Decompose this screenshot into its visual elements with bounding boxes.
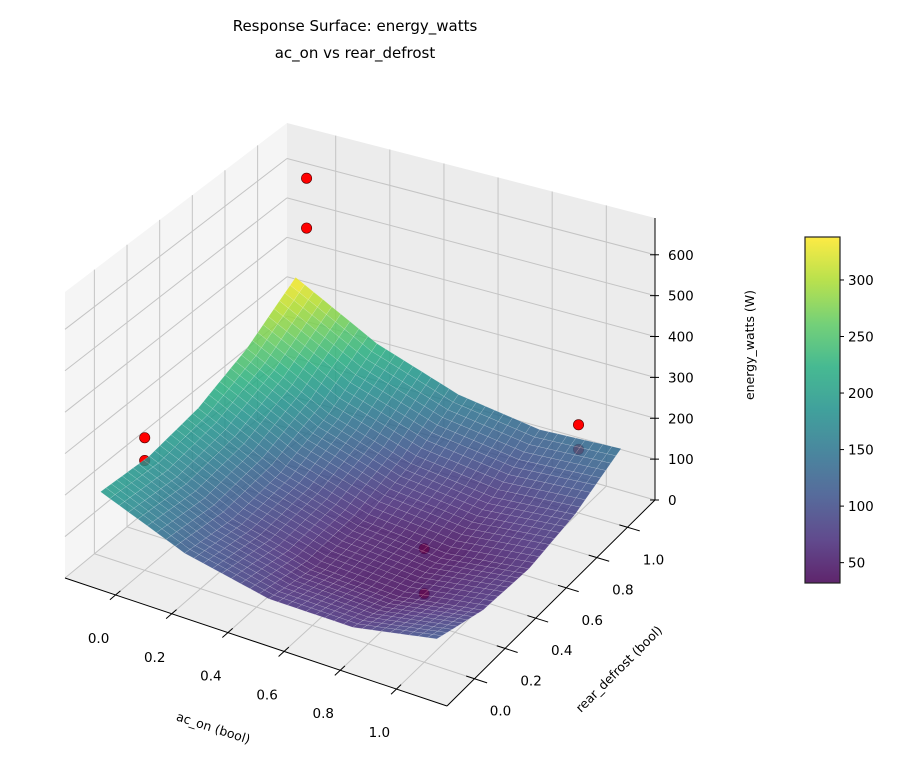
back-gridline-z: [286, 157, 656, 256]
x-tick-label: 0.8: [313, 706, 334, 722]
back-gridline-z: [286, 276, 656, 378]
y-tick-label: 0.8: [612, 583, 633, 599]
z-tick-label: 100: [668, 452, 694, 468]
colorbar-tick-label: 50: [848, 556, 865, 572]
x-tick-mark: [278, 646, 290, 657]
left-gridline-z: [64, 236, 288, 413]
z-tick-label: 400: [668, 330, 694, 346]
y-tick-mark: [496, 645, 518, 653]
y-tick-mark: [557, 584, 579, 593]
data-point: [301, 172, 313, 184]
colorbar-tick-label: 250: [848, 330, 874, 346]
z-tick-label: 0: [668, 493, 677, 509]
x-tick-label: 0.2: [144, 650, 165, 666]
surface-patch: [462, 611, 479, 617]
surface-patch: [431, 630, 448, 636]
tick-labels: 0.0 0.2 0.4 0.6 0.8 1.0 0.0 0.2 0.4 0.6 0.8 1.0 0 100…: [88, 248, 694, 741]
left-gridline-z: [64, 197, 288, 372]
surface-patch: [601, 453, 617, 464]
left-gridline-z: [64, 158, 288, 330]
y-axis-line: [446, 499, 656, 707]
colorbar-gradient: [805, 237, 840, 583]
colorbar: 50 100 150 200 250 300: [804, 236, 874, 584]
left-gridline-z: [64, 276, 288, 455]
colorbar-tick-label: 200: [848, 386, 874, 402]
x-tick-label: 0.4: [200, 669, 221, 685]
response-surface: [100, 276, 622, 640]
data-point: [301, 222, 313, 234]
colorbar-tick-label: 300: [848, 273, 874, 289]
y-tick-mark: [619, 524, 640, 532]
floor-gridline-y: [94, 553, 475, 680]
colorbar-tick-label: 150: [848, 443, 874, 459]
x-tick-mark: [222, 627, 234, 638]
z-axis-label: energy_watts (W): [742, 290, 757, 400]
y-axis-label: rear_defrost (bool): [573, 623, 666, 716]
z-tick-label: 500: [668, 289, 694, 305]
y-tick-label: 0.4: [551, 643, 572, 659]
back-gridline-z: [286, 236, 656, 338]
x-tick-label: 0.6: [256, 687, 277, 703]
colorbar-frame: [804, 236, 841, 584]
surface-patch: [565, 504, 581, 515]
x-tick-mark: [165, 609, 177, 620]
axis-lines: [64, 218, 659, 707]
data-point: [139, 432, 151, 444]
y-tick-label: 0.2: [520, 673, 541, 689]
surface-patch: [503, 576, 520, 583]
y-tick-mark: [588, 554, 610, 562]
x-axis-line: [64, 577, 448, 707]
x-axis-label: ac_on (bool): [175, 709, 253, 747]
points-in-front: [139, 172, 585, 444]
z-tick-label: 300: [668, 370, 694, 386]
x-tick-label: 0.0: [88, 631, 109, 647]
surface-patch: [596, 460, 612, 471]
y-tick-label: 1.0: [643, 552, 664, 568]
x-tick-mark: [390, 684, 402, 695]
x-tick-mark: [109, 590, 121, 601]
colorbar-tick-label: 100: [848, 499, 874, 515]
surface-patch: [457, 614, 474, 621]
chart-title-line-1: Response Surface: energy_watts: [233, 17, 478, 36]
y-tick-mark: [465, 675, 488, 684]
y-tick-label: 0.6: [582, 613, 603, 629]
z-tick-label: 600: [668, 248, 694, 264]
chart-title-line-2: ac_on vs rear_defrost: [275, 44, 436, 63]
surface-patch: [580, 482, 596, 493]
data-point: [573, 419, 585, 431]
surface-patch: [436, 627, 453, 633]
y-tick-mark: [527, 615, 549, 623]
x-tick-mark: [334, 665, 346, 676]
x-tick-label: 1.0: [369, 725, 390, 741]
surface-patch: [560, 512, 576, 521]
z-tick-label: 200: [668, 411, 694, 427]
left-pane: [65, 123, 287, 578]
back-gridline-z: [286, 197, 656, 297]
y-tick-label: 0.0: [490, 704, 511, 720]
surface-patch: [426, 634, 443, 640]
